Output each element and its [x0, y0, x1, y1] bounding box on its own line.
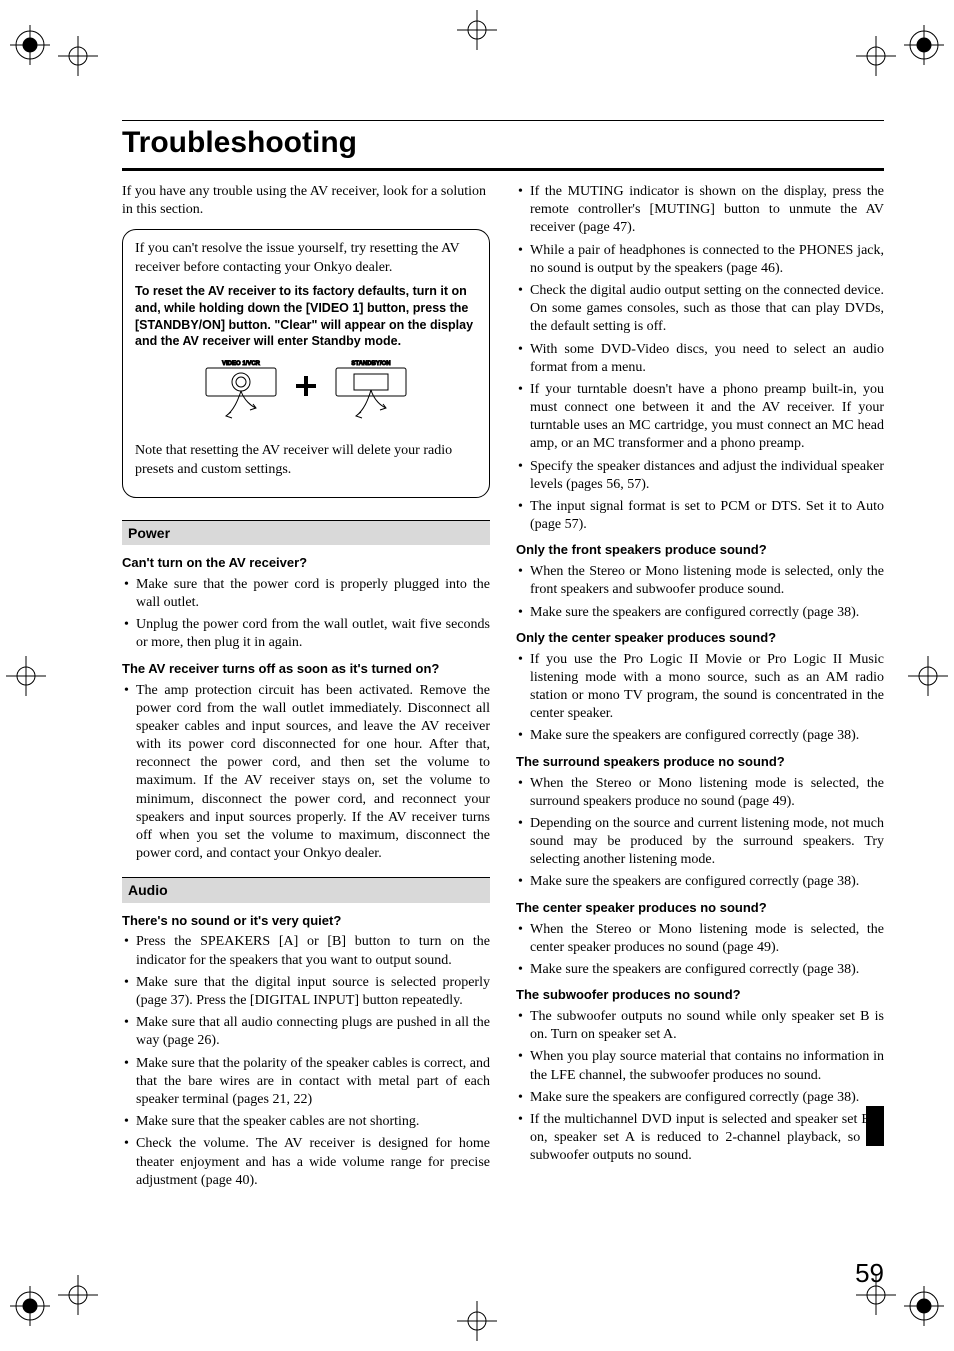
- list-item: If the multichannel DVD input is selecte…: [516, 1111, 884, 1166]
- reset-text-1: If you can't resolve the issue yourself,…: [135, 240, 477, 276]
- crosshair-icon: [58, 36, 98, 76]
- list-item: When the Stereo or Mono listening mode i…: [516, 563, 884, 599]
- bullet-list: Press the SPEAKERS [A] or [B] button to …: [122, 933, 490, 1189]
- diagram-label-left: VIDEO 1/VCR: [222, 361, 261, 367]
- list-item: The subwoofer outputs no sound while onl…: [516, 1008, 884, 1044]
- list-item: Make sure the speakers are configured co…: [516, 873, 884, 891]
- list-item: If your turntable doesn't have a phono p…: [516, 381, 884, 454]
- list-item: When the Stereo or Mono listening mode i…: [516, 775, 884, 811]
- registration-mark-icon: [10, 25, 50, 65]
- section-header-audio: Audio: [122, 877, 490, 902]
- bullet-list: Make sure that the power cord is properl…: [122, 576, 490, 653]
- crosshair-icon: [58, 1275, 98, 1315]
- reset-instructions-box: If you can't resolve the issue yourself,…: [122, 229, 490, 497]
- reset-note: Note that resetting the AV receiver will…: [135, 442, 477, 478]
- diagram-label-right: STANDBY/ON: [351, 361, 390, 367]
- registration-mark-icon: [10, 1286, 50, 1326]
- subhead-audio-q4: The surround speakers produce no sound?: [516, 754, 884, 771]
- subhead-power-q1: Can't turn on the AV receiver?: [122, 555, 490, 572]
- subhead-audio-q6: The subwoofer produces no sound?: [516, 987, 884, 1004]
- list-item: Make sure that the speaker cables are no…: [122, 1113, 490, 1131]
- list-item: Depending on the source and current list…: [516, 815, 884, 870]
- right-column: If the MUTING indicator is shown on the …: [516, 183, 884, 1196]
- list-item: Make sure that the polarity of the speak…: [122, 1055, 490, 1110]
- list-item: Check the volume. The AV receiver is des…: [122, 1135, 490, 1190]
- list-item: Specify the speaker distances and adjust…: [516, 458, 884, 494]
- bullet-list: The amp protection circuit has been acti…: [122, 682, 490, 864]
- list-item: Make sure that the digital input source …: [122, 974, 490, 1010]
- list-item: Unplug the power cord from the wall outl…: [122, 616, 490, 652]
- crosshair-icon: [856, 36, 896, 76]
- bullet-list: When the Stereo or Mono listening mode i…: [516, 921, 884, 980]
- reset-text-bold: To reset the AV receiver to its factory …: [135, 283, 477, 351]
- page-title: Troubleshooting: [122, 120, 884, 171]
- list-item: While a pair of headphones is connected …: [516, 242, 884, 278]
- bullet-list: If you use the Pro Logic II Movie or Pro…: [516, 651, 884, 746]
- list-item: Make sure the speakers are configured co…: [516, 961, 884, 979]
- list-item: Check the digital audio output setting o…: [516, 282, 884, 337]
- list-item: The amp protection circuit has been acti…: [122, 682, 490, 864]
- reset-diagram: VIDEO 1/VCR STANDBY/ON: [135, 356, 477, 432]
- list-item: Make sure the speakers are configured co…: [516, 1089, 884, 1107]
- list-item: If the MUTING indicator is shown on the …: [516, 183, 884, 238]
- list-item: Make sure the speakers are configured co…: [516, 727, 884, 745]
- registration-mark-icon: [904, 1286, 944, 1326]
- subhead-audio-q1: There's no sound or it's very quiet?: [122, 913, 490, 930]
- section-header-power: Power: [122, 520, 490, 545]
- subhead-audio-q5: The center speaker produces no sound?: [516, 900, 884, 917]
- list-item: When the Stereo or Mono listening mode i…: [516, 921, 884, 957]
- bullet-list: The subwoofer outputs no sound while onl…: [516, 1008, 884, 1166]
- list-item: Make sure that the power cord is properl…: [122, 576, 490, 612]
- page-number: 59: [855, 1257, 884, 1291]
- crosshair-icon: [6, 656, 46, 696]
- intro-text: If you have any trouble using the AV rec…: [122, 183, 490, 219]
- bullet-list: When the Stereo or Mono listening mode i…: [516, 775, 884, 892]
- list-item: If you use the Pro Logic II Movie or Pro…: [516, 651, 884, 724]
- subhead-audio-q3: Only the center speaker produces sound?: [516, 630, 884, 647]
- bullet-list: If the MUTING indicator is shown on the …: [516, 183, 884, 534]
- list-item: The input signal format is set to PCM or…: [516, 498, 884, 534]
- bullet-list: When the Stereo or Mono listening mode i…: [516, 563, 884, 622]
- crosshair-icon: [457, 10, 497, 50]
- list-item: When you play source material that conta…: [516, 1048, 884, 1084]
- list-item: Make sure the speakers are configured co…: [516, 604, 884, 622]
- left-column: If you have any trouble using the AV rec…: [122, 183, 490, 1196]
- subhead-audio-q2: Only the front speakers produce sound?: [516, 542, 884, 559]
- content-columns: If you have any trouble using the AV rec…: [122, 183, 884, 1196]
- list-item: Press the SPEAKERS [A] or [B] button to …: [122, 933, 490, 969]
- list-item: With some DVD-Video discs, you need to s…: [516, 341, 884, 377]
- crosshair-icon: [457, 1301, 497, 1341]
- registration-mark-icon: [904, 25, 944, 65]
- subhead-power-q2: The AV receiver turns off as soon as it'…: [122, 661, 490, 678]
- crosshair-icon: [908, 656, 948, 696]
- list-item: Make sure that all audio connecting plug…: [122, 1014, 490, 1050]
